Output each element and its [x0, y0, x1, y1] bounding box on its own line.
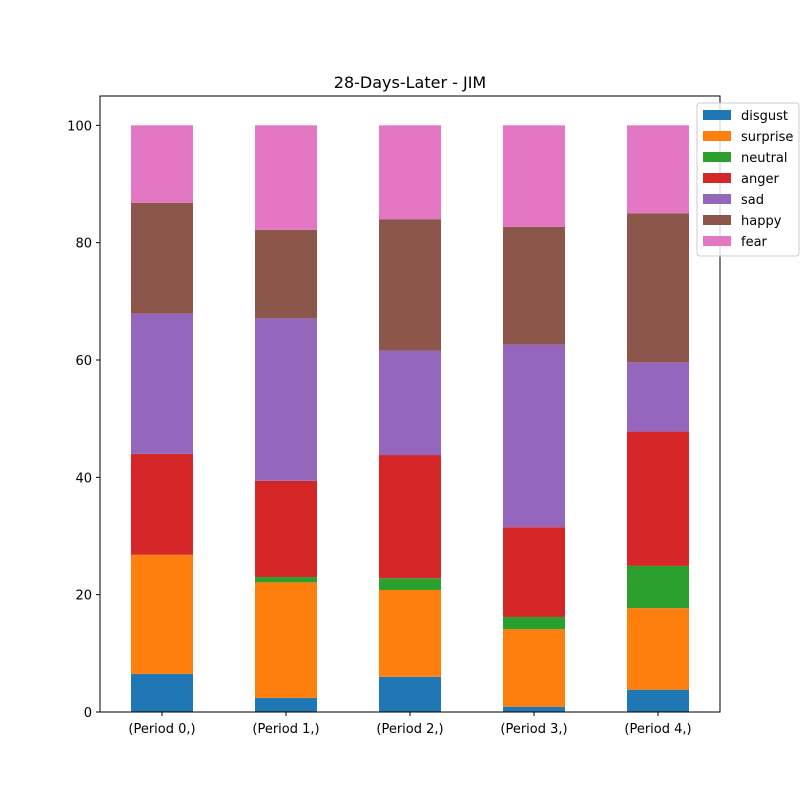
bar-segment-fear-1 — [255, 125, 317, 230]
legend-label-sad: sad — [741, 193, 764, 208]
y-tick-label: 60 — [75, 354, 92, 369]
y-tick-label: 20 — [75, 589, 92, 604]
bar-segment-happy-1 — [255, 229, 317, 319]
legend-label-neutral: neutral — [741, 151, 788, 166]
legend-label-disgust: disgust — [741, 109, 788, 124]
bar-segment-anger-0 — [131, 453, 193, 555]
bar-segment-neutral-1 — [255, 577, 317, 583]
legend-swatch-happy — [703, 215, 731, 225]
x-tick-label: (Period 2,) — [376, 722, 443, 737]
bar-segment-fear-0 — [131, 125, 193, 203]
legend-swatch-disgust — [703, 110, 731, 120]
bar-segment-surprise-1 — [255, 582, 317, 698]
x-tick-label: (Period 0,) — [128, 722, 195, 737]
bar-segment-anger-2 — [379, 455, 441, 579]
bar-segment-neutral-4 — [627, 565, 689, 609]
x-ticks-group: (Period 0,) (Period 1,) (Period 2,) (Period… — [128, 712, 692, 737]
bar-segment-neutral-3 — [503, 616, 565, 630]
bar-segment-disgust-4 — [627, 689, 689, 712]
legend-swatch-sad — [703, 194, 731, 204]
bar-segment-neutral-2 — [379, 578, 441, 590]
bar-segment-anger-1 — [255, 480, 317, 578]
bar-segment-surprise-0 — [131, 554, 193, 674]
y-ticks-group: 0 20 40 60 80 100 — [67, 119, 100, 721]
bar-segment-happy-3 — [503, 226, 565, 345]
legend-label-fear: fear — [741, 235, 768, 250]
bar-segment-fear-2 — [379, 125, 441, 220]
legend-swatch-neutral — [703, 152, 731, 162]
bar-segment-fear-4 — [627, 125, 689, 214]
y-tick-label: 100 — [67, 119, 92, 134]
chart-title: 28-Days-Later - JIM — [334, 73, 486, 92]
bars-group — [131, 125, 689, 712]
bar-segment-sad-0 — [131, 313, 193, 454]
legend-swatch-fear — [703, 236, 731, 246]
bar-segment-sad-3 — [503, 344, 565, 528]
bar-segment-anger-4 — [627, 431, 689, 566]
bar-segment-anger-3 — [503, 527, 565, 617]
legend-swatch-anger — [703, 173, 731, 183]
legend-label-happy: happy — [741, 214, 782, 229]
bar-segment-sad-2 — [379, 350, 441, 456]
bar-segment-disgust-3 — [503, 706, 565, 712]
x-tick-label: (Period 3,) — [500, 722, 567, 737]
bar-segment-sad-1 — [255, 318, 317, 481]
bar-segment-surprise-4 — [627, 608, 689, 690]
y-tick-label: 0 — [84, 706, 92, 721]
y-tick-label: 80 — [75, 237, 92, 252]
bar-segment-happy-0 — [131, 202, 193, 314]
x-tick-label: (Period 4,) — [624, 722, 691, 737]
legend-label-surprise: surprise — [741, 130, 793, 145]
bar-segment-surprise-3 — [503, 629, 565, 707]
bar-segment-disgust-1 — [255, 697, 317, 712]
y-tick-label: 40 — [75, 471, 92, 486]
legend-label-anger: anger — [741, 172, 779, 187]
bar-segment-disgust-2 — [379, 676, 441, 712]
bar-segment-disgust-0 — [131, 673, 193, 712]
bar-segment-happy-2 — [379, 219, 441, 351]
bar-segment-fear-3 — [503, 125, 565, 227]
bar-segment-surprise-2 — [379, 589, 441, 677]
bar-segment-sad-4 — [627, 362, 689, 432]
legend: disgust surprise neutral anger sad happy fear — [696, 102, 800, 257]
legend-swatch-surprise — [703, 131, 731, 141]
bar-segment-happy-4 — [627, 213, 689, 363]
x-tick-label: (Period 1,) — [252, 722, 319, 737]
